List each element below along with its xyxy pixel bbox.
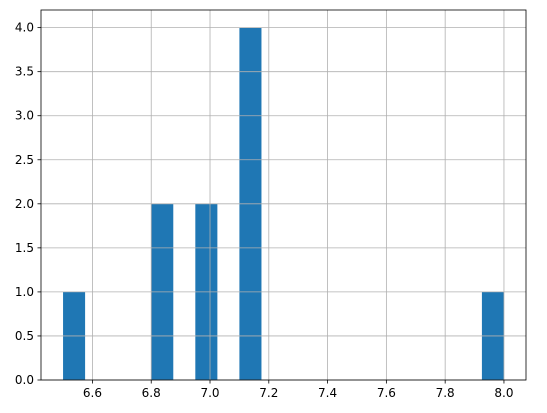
- x-tick-label-6: 7.8: [436, 386, 455, 400]
- y-tick-label-3: 1.5: [15, 241, 34, 255]
- plot-area-frame: [40, 9, 527, 381]
- y-tick-label-5: 2.5: [15, 153, 34, 167]
- x-tick-label-5: 7.6: [377, 386, 396, 400]
- y-tick-label-8: 4.0: [15, 21, 34, 35]
- y-tick-label-0: 0.0: [15, 373, 34, 387]
- grid: [41, 10, 526, 381]
- x-tick-label-4: 7.4: [318, 386, 337, 400]
- x-tick-label-7: 8.0: [494, 386, 513, 400]
- y-tick-label-2: 1.0: [15, 285, 34, 299]
- x-tick-label-2: 7.0: [200, 386, 219, 400]
- x-tick-label-3: 7.2: [259, 386, 278, 400]
- y-axis: 0.0 0.5 1.0 1.5 2.0 2.5 3.0 3.5 4.0: [15, 21, 41, 387]
- y-tick-label-7: 3.5: [15, 65, 34, 79]
- x-tick-label-0: 6.6: [83, 386, 102, 400]
- x-tick-label-1: 6.8: [142, 386, 161, 400]
- y-tick-label-4: 2.0: [15, 197, 34, 211]
- y-tick-label-6: 3.0: [15, 109, 34, 123]
- y-tick-label-1: 0.5: [15, 329, 34, 343]
- x-axis: 6.6 6.8 7.0 7.2 7.4 7.6 7.8 8.0: [83, 380, 514, 400]
